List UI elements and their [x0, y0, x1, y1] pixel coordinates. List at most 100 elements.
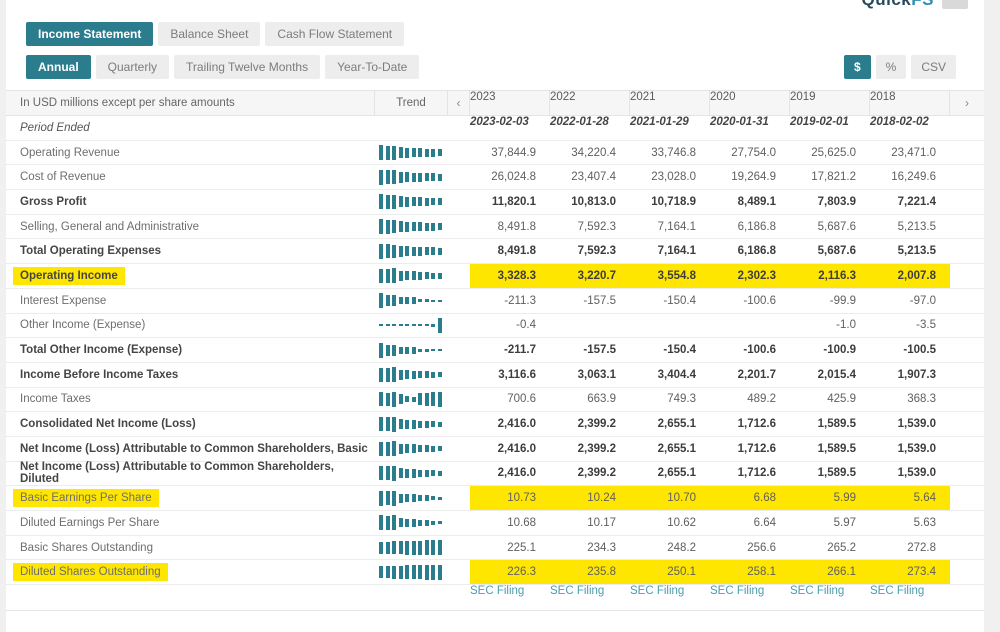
tab-trailing-twelve-months[interactable]: Trailing Twelve Months [174, 55, 320, 79]
trend-sparkline [374, 190, 448, 214]
cell-value: 1,539.0 [870, 437, 950, 461]
cell-value: 10,813.0 [550, 190, 630, 214]
prev-years-icon[interactable]: ‹ [448, 91, 470, 115]
tab-quarterly[interactable]: Quarterly [96, 55, 169, 79]
row-label-text: Net Income (Loss) Attributable to Common… [20, 443, 368, 455]
table-row: Income Taxes700.6663.9749.3489.2425.9368… [6, 388, 984, 413]
table-row: Net Income (Loss) Attributable to Common… [6, 437, 984, 462]
tab-annual[interactable]: Annual [26, 55, 91, 79]
row-label-text: Income Before Income Taxes [20, 369, 178, 381]
next-years-icon[interactable]: › [950, 91, 984, 115]
display-toolbar: $%CSV [844, 55, 956, 79]
cell-value: 2,655.1 [630, 437, 710, 461]
sec-filing-link[interactable]: SEC Filing [470, 585, 550, 610]
sparkline-chart [379, 466, 443, 481]
row-label: Net Income (Loss) Attributable to Common… [6, 462, 374, 486]
cell-value: 11,820.1 [470, 190, 550, 214]
trend-sparkline [374, 363, 448, 387]
cell-value: 2,399.2 [550, 437, 630, 461]
cell-value: 6.64 [710, 511, 790, 535]
cell-value: 2,302.3 [710, 264, 790, 288]
table-row: Operating Income3,328.33,220.73,554.82,3… [6, 264, 984, 289]
row-label: Selling, General and Administrative [6, 215, 374, 239]
row-label-text: Total Other Income (Expense) [20, 344, 182, 356]
cell-value: 250.1 [630, 560, 710, 584]
cell-value: -157.5 [550, 289, 630, 313]
cell-value: 2,015.4 [790, 363, 870, 387]
sparkline-chart [379, 170, 443, 185]
table-row: Basic Earnings Per Share10.7310.2410.706… [6, 486, 984, 511]
cell-value: 3,554.8 [630, 264, 710, 288]
cell-value: 2,116.3 [790, 264, 870, 288]
year-column-header: 2023 [470, 91, 550, 115]
cell-value: 248.2 [630, 536, 710, 560]
row-label: Other Income (Expense) [6, 314, 374, 338]
cell-value: 1,712.6 [710, 462, 790, 486]
row-label: Diluted Earnings Per Share [6, 511, 374, 535]
cell-value [710, 314, 790, 338]
cell-value: 1,589.5 [790, 412, 870, 436]
cell-value: -100.9 [790, 338, 870, 362]
table-row: Diluted Shares Outstanding226.3235.8250.… [6, 560, 984, 585]
currency-toggle-button[interactable]: $ [844, 55, 871, 79]
statement-tabs: Income StatementBalance SheetCash Flow S… [26, 22, 984, 46]
sec-filing-link[interactable]: SEC Filing [790, 585, 870, 610]
cell-value: 225.1 [470, 536, 550, 560]
row-label: Operating Revenue [6, 141, 374, 165]
cell-value: 10.62 [630, 511, 710, 535]
table-row: Net Income (Loss) Attributable to Common… [6, 462, 984, 487]
period-ended-date: 2021-01-29 [630, 116, 710, 140]
row-label-text: Diluted Earnings Per Share [20, 517, 159, 529]
trend-sparkline [374, 560, 448, 584]
cell-value: 7,164.1 [630, 239, 710, 263]
scrollbar-track[interactable] [984, 0, 1000, 632]
row-label-text: Income Taxes [20, 393, 91, 405]
tab-income-statement[interactable]: Income Statement [26, 22, 153, 46]
cell-value: 5.97 [790, 511, 870, 535]
year-column-header: 2022 [550, 91, 630, 115]
trend-sparkline [374, 314, 448, 338]
statements-panel: QuickFS Income StatementBalance SheetCas… [6, 0, 984, 632]
period-ended-date: 2020-01-31 [710, 116, 790, 140]
sparkline-chart [379, 194, 443, 209]
sparkline-chart [379, 343, 443, 358]
cell-value: 25,625.0 [790, 141, 870, 165]
sec-filing-link[interactable]: SEC Filing [710, 585, 790, 610]
cell-value: 8,491.8 [470, 239, 550, 263]
cell-value: 2,399.2 [550, 412, 630, 436]
cell-value: 10,718.9 [630, 190, 710, 214]
cell-value: 1,907.3 [870, 363, 950, 387]
row-label: Cost of Revenue [6, 165, 374, 189]
cell-value: 8,489.1 [710, 190, 790, 214]
cell-value [550, 314, 630, 338]
table-row: Total Other Income (Expense)-211.7-157.5… [6, 338, 984, 363]
cell-value: 26,024.8 [470, 165, 550, 189]
cell-value: -157.5 [550, 338, 630, 362]
sec-filing-link[interactable]: SEC Filing [550, 585, 630, 610]
tab-cash-flow-statement[interactable]: Cash Flow Statement [265, 22, 404, 46]
period-ended-date: 2023-02-03 [470, 116, 550, 140]
cell-value: 3,063.1 [550, 363, 630, 387]
row-label: Gross Profit [6, 190, 374, 214]
cell-value: 5,213.5 [870, 239, 950, 263]
cell-value: 272.8 [870, 536, 950, 560]
cell-value: 7,592.3 [550, 215, 630, 239]
cell-value: 7,221.4 [870, 190, 950, 214]
sec-filing-link[interactable]: SEC Filing [870, 585, 950, 610]
tab-balance-sheet[interactable]: Balance Sheet [158, 22, 260, 46]
tab-year-to-date[interactable]: Year-To-Date [325, 55, 419, 79]
row-label-text: Operating Income [13, 267, 125, 285]
cell-value: 2,416.0 [470, 412, 550, 436]
units-note: In USD millions except per share amounts [6, 91, 374, 115]
sec-filing-link[interactable]: SEC Filing [630, 585, 710, 610]
cell-value: 489.2 [710, 388, 790, 412]
cell-value: 1,589.5 [790, 462, 870, 486]
trend-sparkline [374, 239, 448, 263]
sparkline-chart [379, 293, 443, 308]
csv-export-button[interactable]: CSV [911, 55, 956, 79]
sparkline-chart [379, 244, 443, 259]
percent-toggle-button[interactable]: % [876, 55, 907, 79]
trend-sparkline [374, 412, 448, 436]
cell-value: -100.6 [710, 338, 790, 362]
sec-filing-row: SEC FilingSEC FilingSEC FilingSEC Filing… [6, 585, 984, 611]
